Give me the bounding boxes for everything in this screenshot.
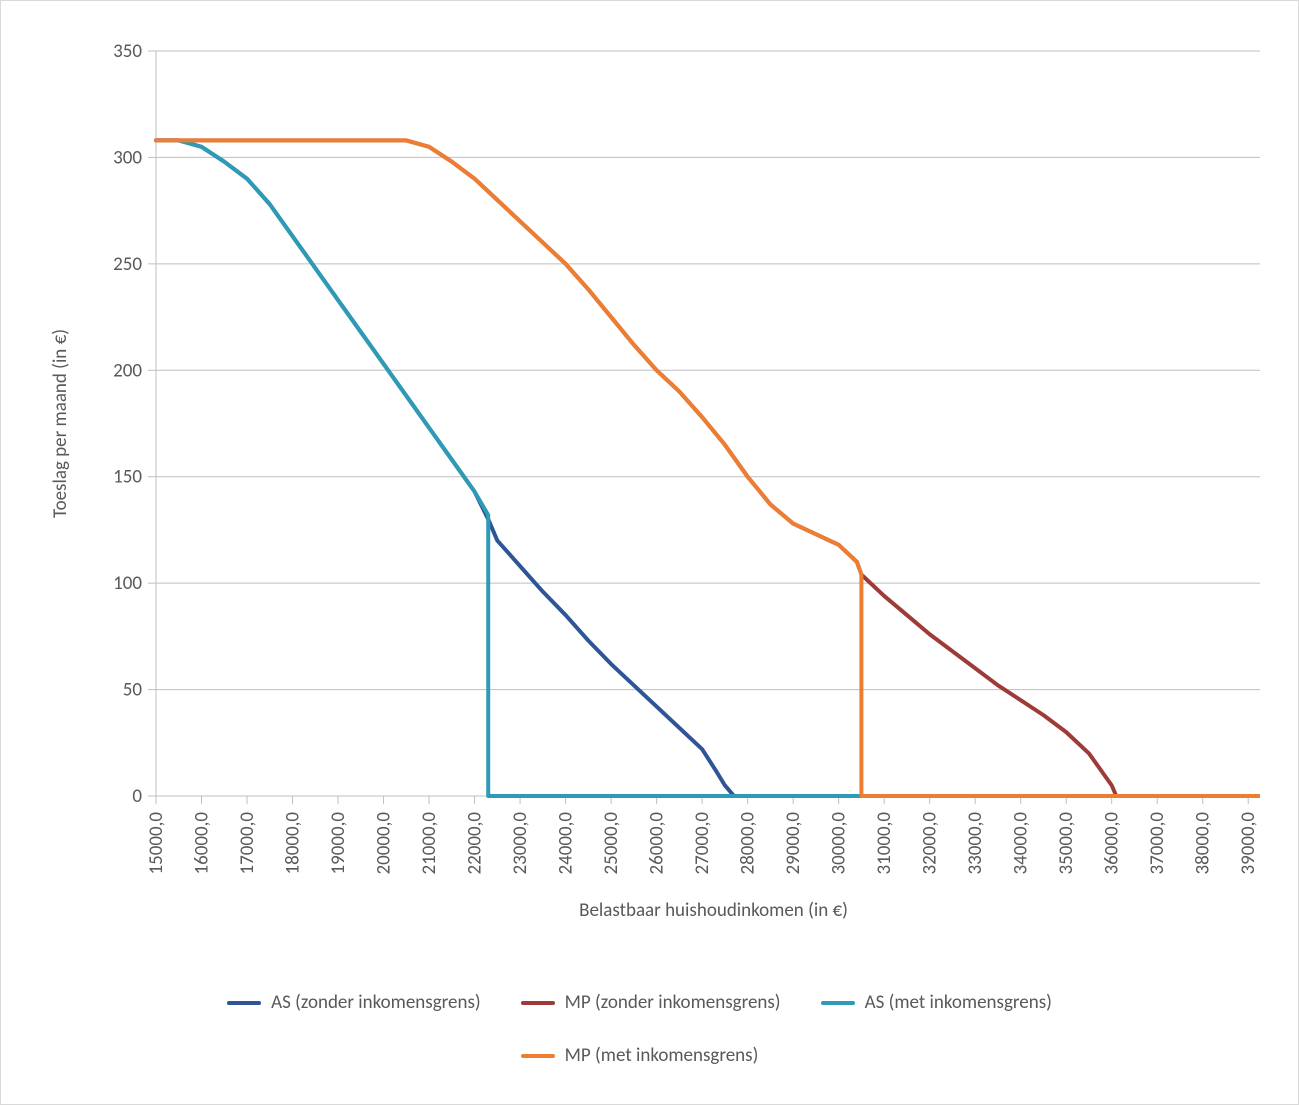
x-tick-label: 36000,0 [1101, 812, 1124, 875]
x-tick-label: 20000,0 [373, 812, 396, 875]
x-tick-label: 19000,0 [327, 812, 350, 875]
y-tick-label: 250 [113, 253, 142, 276]
y-tick-label: 150 [113, 466, 142, 489]
series-line [156, 140, 1260, 796]
legend-swatch [521, 1001, 555, 1005]
legend: AS (zonder inkomensgrens) MP (zonder inko… [190, 991, 1090, 1067]
legend-label: MP (met inkomensgrens) [565, 1044, 759, 1067]
y-axis-label: Toeslag per maand (in €) [49, 329, 72, 518]
x-tick-label: 39000,0 [1237, 812, 1260, 875]
legend-label: MP (zonder inkomensgrens) [565, 991, 781, 1014]
x-tick-label: 28000,0 [737, 812, 760, 875]
y-tick-label: 350 [113, 40, 142, 63]
x-tick-label: 37000,0 [1146, 812, 1169, 875]
series-line [156, 140, 1260, 796]
line-chart: 0 50 100 150 200 250 300 350 15000,0 16000,0 17000… [21, 21, 1260, 956]
x-tick-label: 21000,0 [418, 812, 441, 875]
legend-swatch [821, 1001, 855, 1005]
series-line [156, 140, 1260, 796]
x-tick-label: 26000,0 [646, 812, 669, 875]
x-tick-label: 18000,0 [282, 812, 305, 875]
x-tick-label: 15000,0 [145, 812, 168, 875]
legend-label: AS (zonder inkomensgrens) [271, 991, 481, 1014]
y-tick-label: 200 [113, 359, 142, 382]
x-tick-label: 33000,0 [964, 812, 987, 875]
x-tick-label: 29000,0 [782, 812, 805, 875]
legend-item: AS (met inkomensgrens) [821, 991, 1052, 1014]
legend-item: MP (zonder inkomensgrens) [521, 991, 781, 1014]
series-line [156, 140, 1260, 796]
y-tick-label: 300 [113, 146, 142, 169]
x-tick-label: 30000,0 [828, 812, 851, 875]
x-axis-label: Belastbaar huishoudinkomen (in €) [579, 899, 848, 922]
x-tick-label: 23000,0 [509, 812, 532, 875]
x-tick-label: 25000,0 [600, 812, 623, 875]
x-tick-label: 32000,0 [919, 812, 942, 875]
y-tick-label: 100 [113, 572, 142, 595]
legend-label: AS (met inkomensgrens) [865, 991, 1052, 1014]
x-tick-label: 24000,0 [555, 812, 578, 875]
y-tick-label: 50 [123, 679, 143, 702]
chart-container: 0 50 100 150 200 250 300 350 15000,0 16000,0 17000… [0, 0, 1299, 1105]
x-tick-label: 34000,0 [1010, 812, 1033, 875]
legend-swatch [521, 1054, 555, 1058]
y-tick-label: 0 [132, 785, 142, 808]
x-tick-label: 31000,0 [873, 812, 896, 875]
x-tick-label: 16000,0 [191, 812, 214, 875]
x-tick-label: 27000,0 [691, 812, 714, 875]
legend-item: AS (zonder inkomensgrens) [227, 991, 481, 1014]
x-tick-label: 35000,0 [1055, 812, 1078, 875]
x-tick-label: 17000,0 [236, 812, 259, 875]
legend-item: MP (met inkomensgrens) [521, 1044, 759, 1067]
x-tick-label: 38000,0 [1192, 812, 1215, 875]
x-tick-label: 22000,0 [464, 812, 487, 875]
legend-swatch [227, 1001, 261, 1005]
